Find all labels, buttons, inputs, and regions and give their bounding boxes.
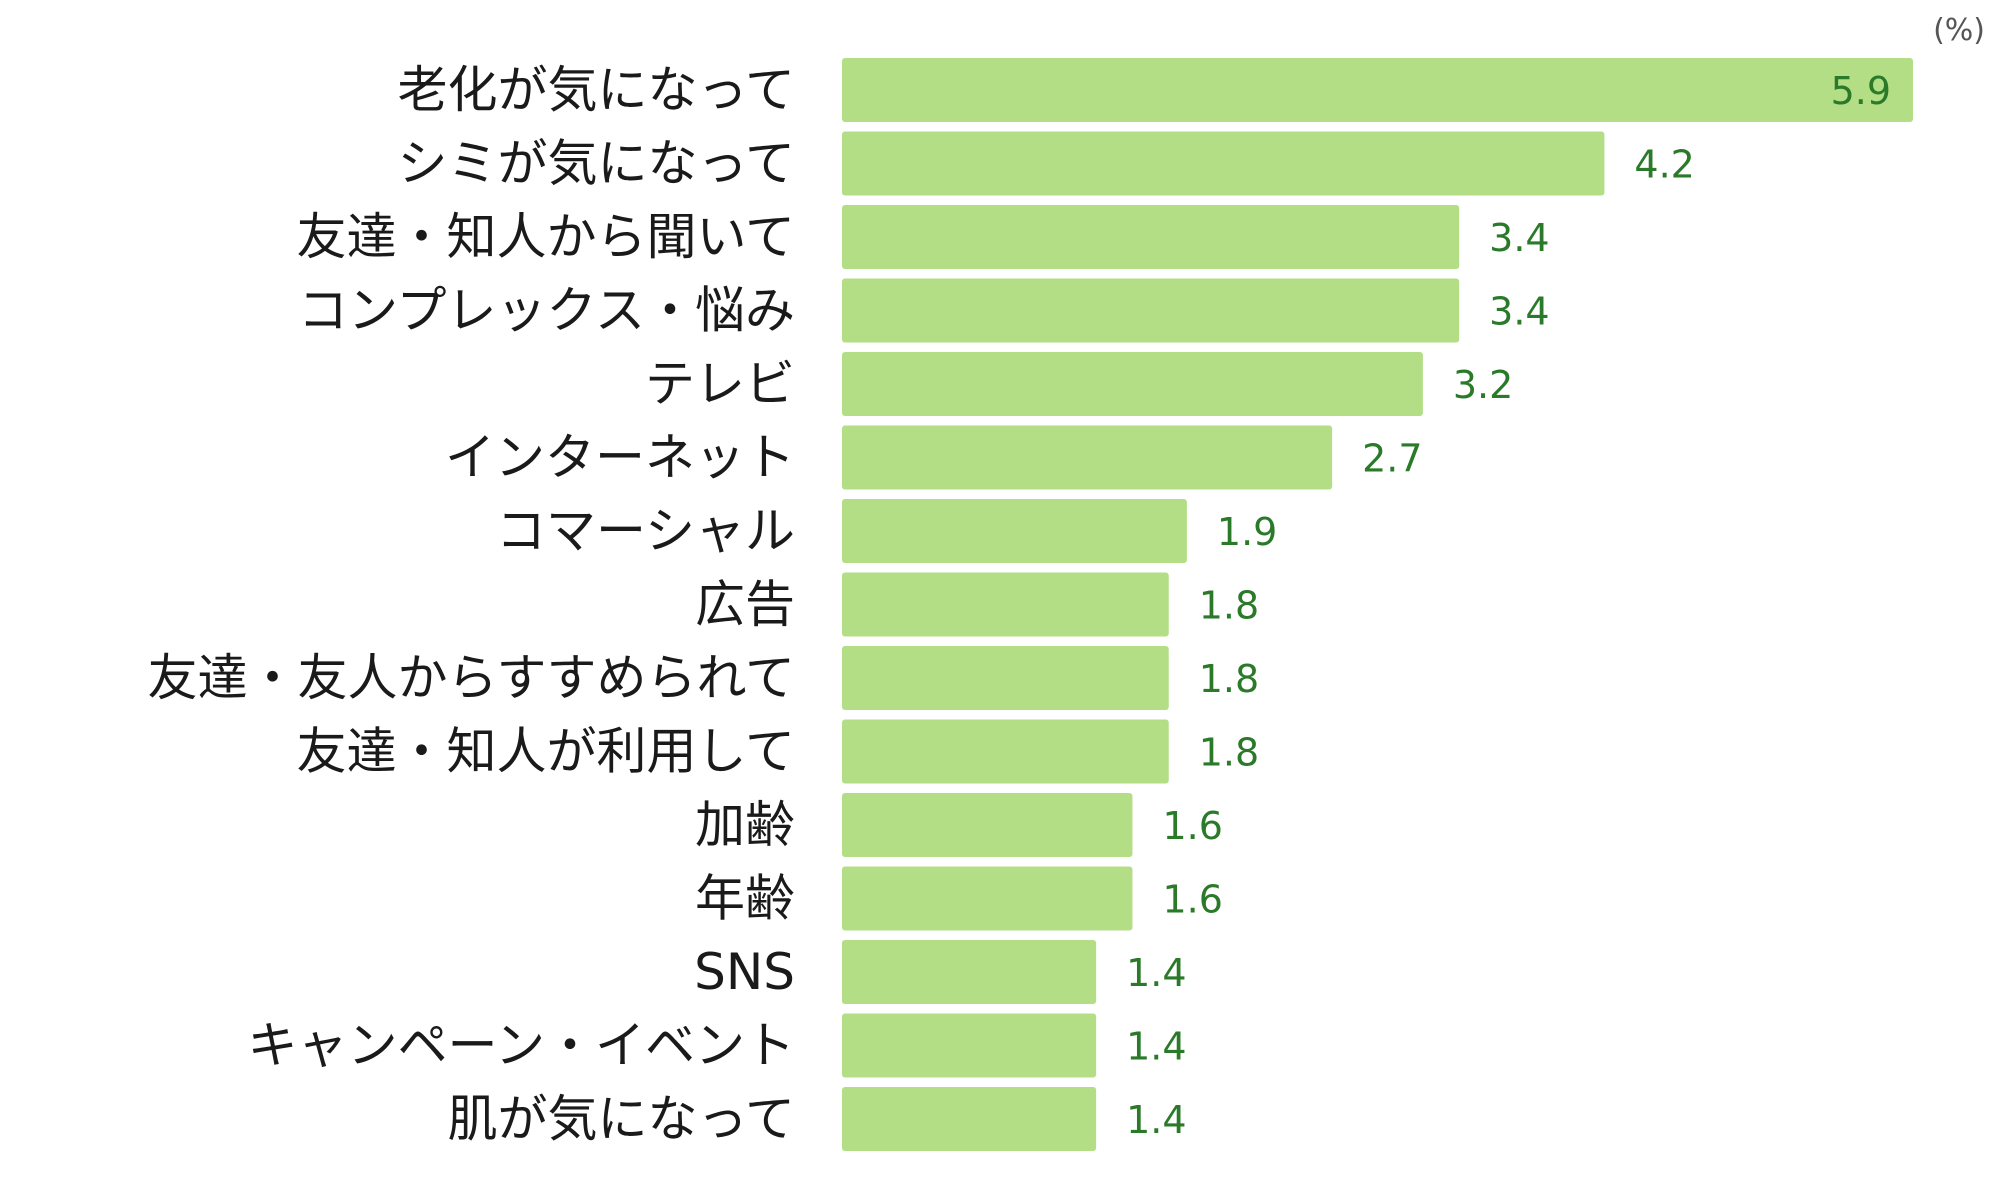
bar: [842, 646, 1169, 710]
bar: [842, 499, 1187, 563]
category-label: インターネット: [445, 429, 795, 487]
value-label: 1.8: [1199, 657, 1259, 701]
category-label: キャンペーン・イベント: [248, 1017, 796, 1075]
value-label: 1.4: [1126, 1098, 1186, 1142]
bar-row: キャンペーン・イベント 1.4: [248, 1013, 1187, 1078]
bar: [842, 58, 1913, 122]
bar: [842, 719, 1169, 784]
value-label: 1.8: [1199, 584, 1259, 628]
category-label: 友達・知人が利用して: [297, 723, 796, 781]
unit-label: (%): [1933, 13, 1985, 48]
bar-row: 友達・知人から聞いて 3.4: [297, 205, 1550, 269]
value-label: 5.9: [1831, 69, 1891, 113]
bar: [842, 793, 1133, 857]
bar-row: シミが気になって 4.2: [398, 131, 1695, 196]
bar-row: 年齢 1.6: [695, 866, 1223, 931]
category-label: 友達・友人からすすめられて: [148, 649, 796, 707]
category-label: 年齢: [695, 870, 795, 928]
bar: [842, 278, 1460, 343]
bar-row: 友達・友人からすすめられて 1.8: [148, 646, 1259, 710]
category-label: 老化が気になって: [398, 61, 796, 119]
bar: [842, 205, 1460, 269]
category-label: コマーシャル: [496, 502, 795, 560]
bar-row: インターネット 2.7: [445, 425, 1423, 490]
bar-row: 加齢 1.6: [695, 793, 1223, 857]
bar-row: テレビ 3.2: [645, 352, 1513, 416]
bar: [842, 572, 1169, 637]
bar-row: 老化が気になって 5.9: [398, 58, 1913, 122]
category-label: シミが気になって: [398, 135, 796, 193]
category-label: 広告: [695, 576, 795, 634]
category-label: 友達・知人から聞いて: [297, 208, 796, 266]
category-label: 加齢: [695, 796, 795, 854]
value-label: 3.2: [1453, 363, 1513, 407]
category-label: コンプレックス・悩み: [298, 282, 795, 340]
bar: [842, 425, 1333, 490]
value-label: 2.7: [1362, 437, 1422, 481]
bar: [842, 866, 1133, 931]
value-label: 3.4: [1489, 290, 1549, 334]
bar: [842, 940, 1097, 1004]
bar: [842, 131, 1605, 196]
value-label: 1.6: [1162, 804, 1222, 848]
bar: [842, 352, 1423, 416]
value-label: 1.8: [1199, 731, 1259, 775]
bar-row: コンプレックス・悩み 3.4: [298, 278, 1550, 343]
value-label: 1.4: [1126, 951, 1186, 995]
bar: [842, 1013, 1097, 1078]
value-label: 1.6: [1162, 878, 1222, 922]
value-label: 3.4: [1489, 216, 1549, 260]
value-label: 1.4: [1126, 1025, 1186, 1069]
bar-row: 肌が気になって 1.4: [448, 1087, 1187, 1151]
category-label: テレビ: [645, 355, 795, 413]
value-label: 1.9: [1217, 510, 1277, 554]
category-label: 肌が気になって: [448, 1090, 796, 1148]
bar: [842, 1087, 1097, 1151]
category-label: SNS: [694, 943, 795, 1001]
value-label: 4.2: [1634, 143, 1694, 187]
bar-row: SNS 1.4: [694, 940, 1187, 1004]
bar-row: コマーシャル 1.9: [496, 499, 1277, 563]
bar-row: 友達・知人が利用して 1.8: [297, 719, 1259, 784]
bar-row: 広告 1.8: [695, 572, 1259, 637]
